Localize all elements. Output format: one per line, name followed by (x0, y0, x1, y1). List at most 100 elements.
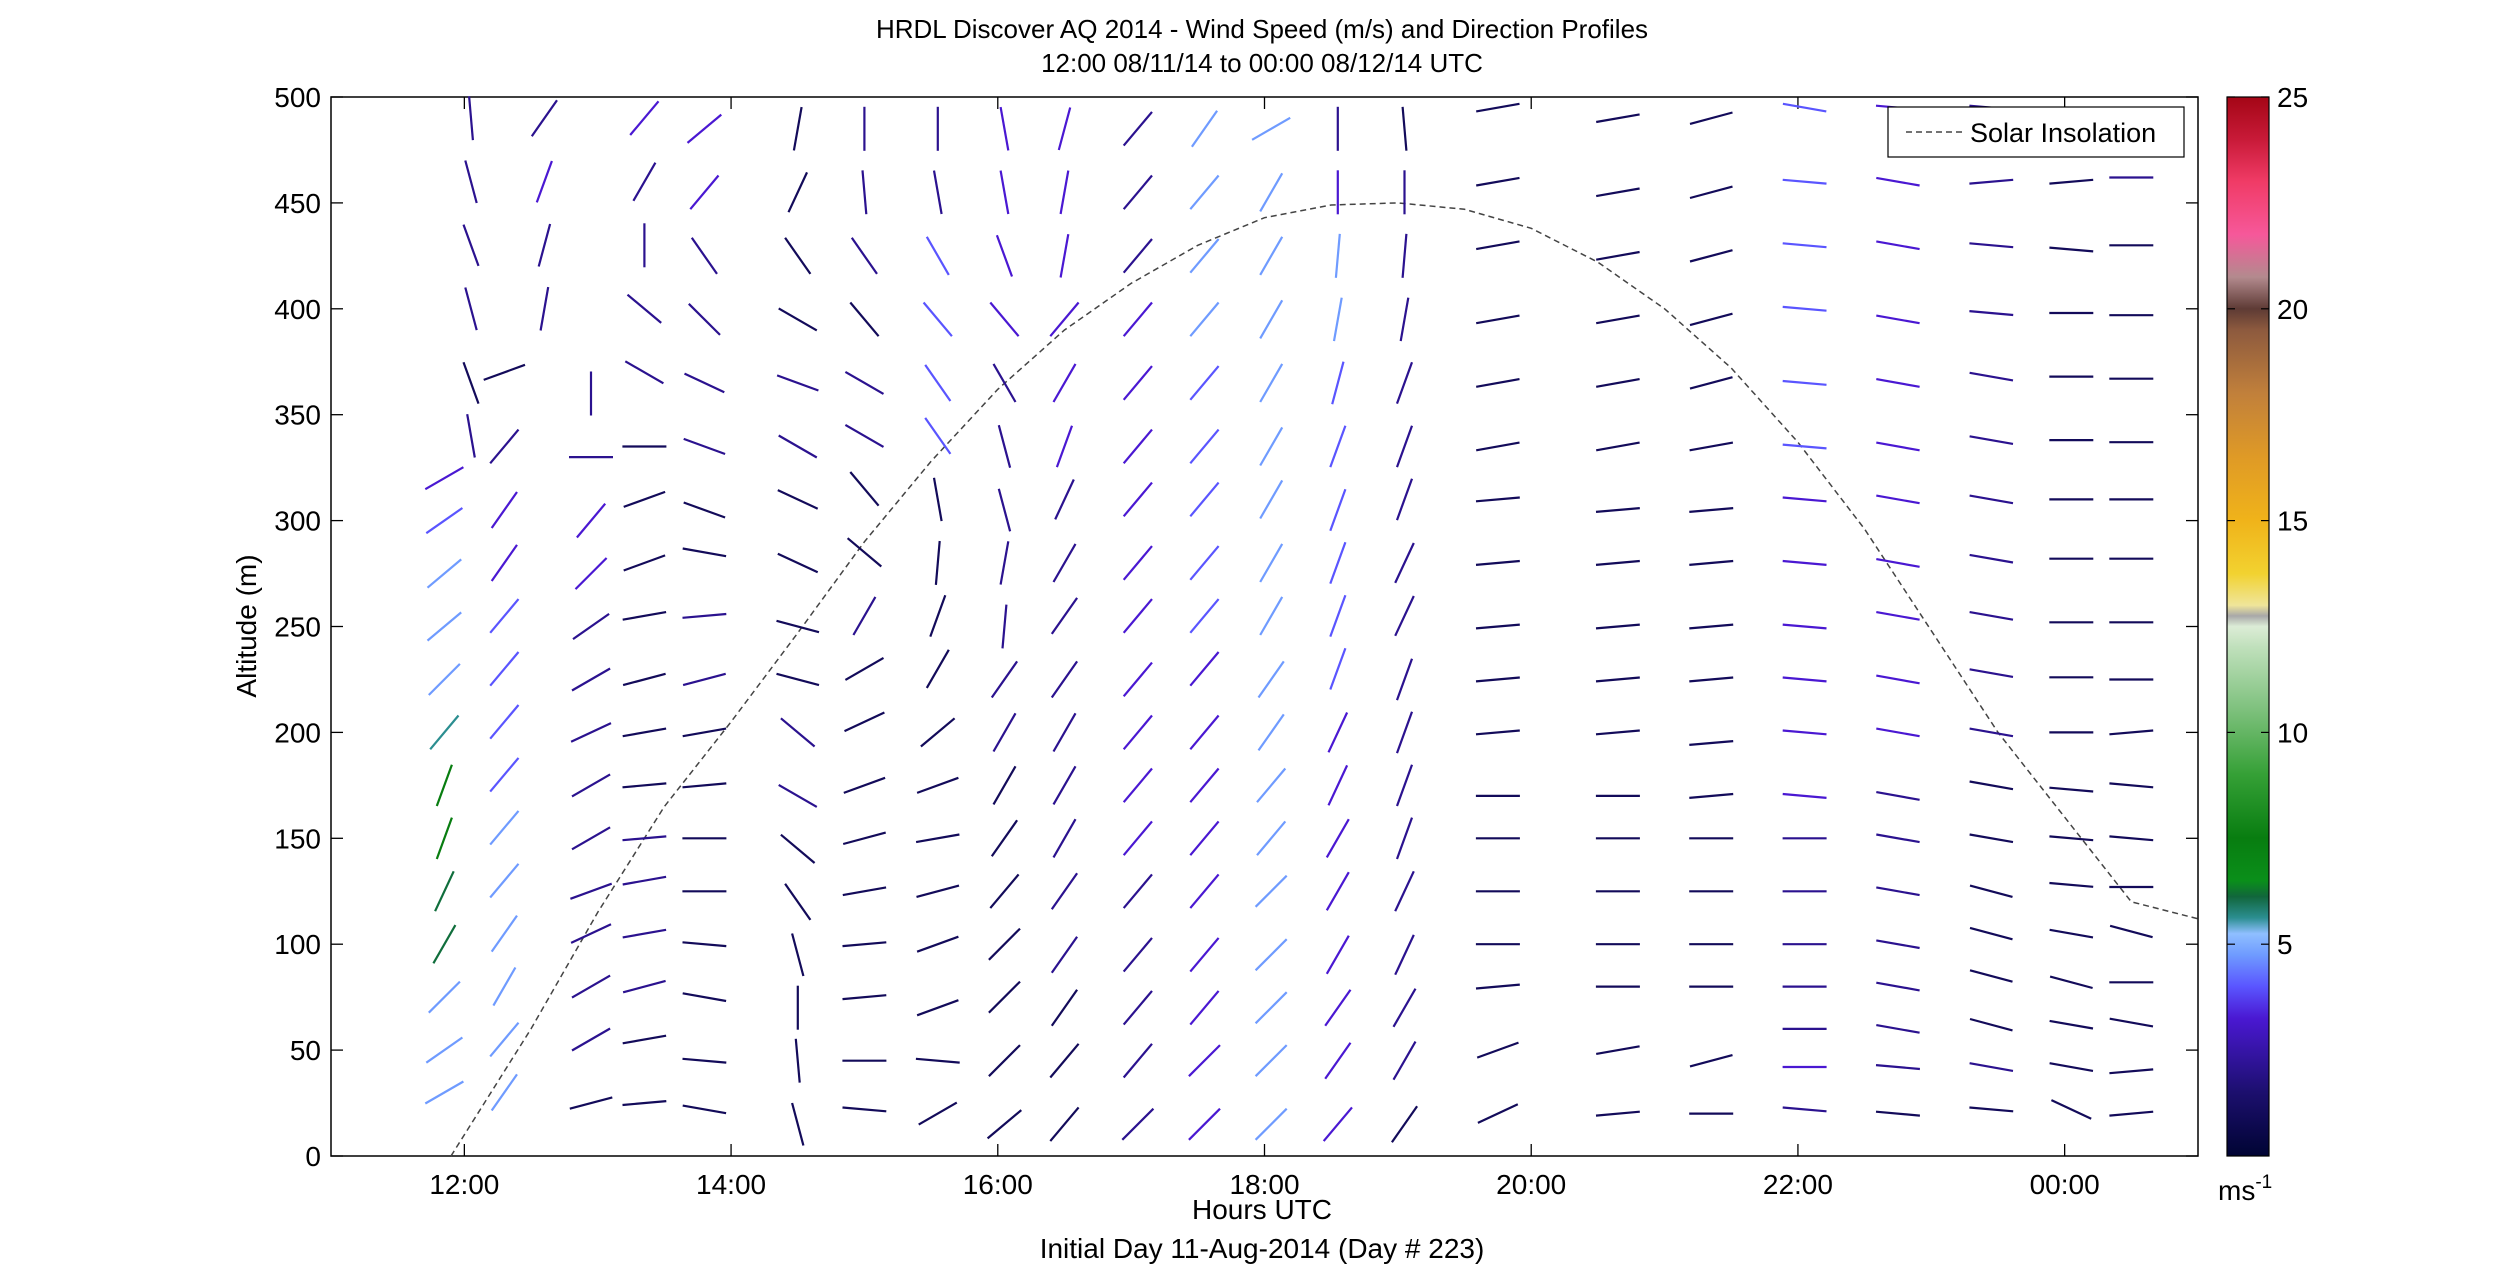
wind-vector (1254, 991, 1288, 1025)
y-tick-label: 200 (274, 717, 321, 748)
wind-vector (1394, 934, 1415, 976)
wind-vector (792, 106, 803, 151)
wind-vector (1050, 597, 1078, 635)
wind-vector (1595, 676, 1640, 683)
wind-vector (1122, 598, 1153, 634)
wind-vector (1001, 604, 1008, 649)
wind-vector (1876, 494, 1920, 505)
wind-vector (1394, 595, 1415, 637)
wind-vector (1189, 428, 1220, 465)
wind-vector (1876, 674, 1920, 685)
wind-vector (1050, 936, 1078, 974)
colorbar-unit-base: ms (2218, 1175, 2255, 1206)
wind-vector (622, 1100, 667, 1107)
wind-vector (1052, 363, 1077, 403)
wind-vector (1876, 833, 1920, 844)
wind-vector (1322, 1106, 1353, 1142)
wind-vector (1969, 884, 2013, 898)
wind-vector (622, 835, 667, 842)
wind-vector (1401, 106, 1408, 151)
wind-vector (988, 980, 1021, 1014)
wind-vector (918, 1101, 958, 1126)
wind-vector (784, 237, 812, 275)
wind-vector (1969, 969, 2013, 983)
wind-vector (535, 160, 553, 203)
x-tick-label: 00:00 (2030, 1169, 2100, 1200)
wind-vector (778, 783, 818, 808)
wind-vector (1189, 651, 1220, 687)
wind-vector (2049, 1019, 2094, 1030)
wind-vector (777, 552, 819, 574)
wind-vector (2109, 835, 2154, 842)
y-tick-label: 450 (274, 188, 321, 219)
wind-vector (435, 764, 453, 807)
wind-vector (1121, 1107, 1155, 1141)
wind-vector (922, 301, 953, 337)
wind-vector (622, 979, 666, 994)
wind-vector (1325, 818, 1350, 858)
wind-vector (2049, 835, 2094, 842)
wind-vector (1876, 240, 1920, 251)
wind-vector (1122, 238, 1153, 274)
wind-vector (932, 477, 943, 522)
wind-vector (1782, 676, 1827, 683)
wind-vector (1325, 935, 1350, 975)
wind-vector (1257, 713, 1285, 752)
y-tick-label: 500 (274, 82, 321, 113)
wind-vector (934, 540, 941, 585)
wind-vector (682, 941, 727, 948)
wind-vector (1969, 1062, 2014, 1072)
wind-vector (572, 612, 610, 641)
wind-vector (1050, 872, 1079, 910)
wind-vector (1190, 110, 1219, 148)
wind-vector (990, 819, 1018, 857)
wind-vector (1188, 1044, 1221, 1077)
wind-vector (489, 1021, 520, 1058)
wind-vector (1395, 764, 1414, 807)
wind-vector (794, 1038, 801, 1083)
wind-vector (490, 1073, 518, 1112)
wind-vector (1259, 363, 1284, 403)
wind-vector (999, 541, 1010, 585)
wind-vector (849, 301, 880, 337)
wind-vector (778, 434, 818, 459)
solar-insolation-curve (450, 202, 2199, 1157)
wind-vector (632, 162, 657, 202)
wind-vector (992, 363, 1017, 403)
wind-vector (844, 656, 885, 681)
wind-vector (570, 882, 613, 900)
wind-vector (1189, 937, 1220, 973)
wind-vector (1969, 435, 2014, 445)
wind-vector (1595, 1110, 1640, 1117)
wind-vector (490, 914, 518, 953)
chart-subtitle: 12:00 08/11/14 to 00:00 08/12/14 UTC (1041, 48, 1483, 78)
wind-vector (1331, 361, 1345, 405)
y-tick-label: 300 (274, 506, 321, 537)
wind-vector (464, 287, 478, 331)
wind-vector (992, 712, 1017, 753)
wind-vector (1254, 1107, 1288, 1141)
wind-vector (1596, 187, 1640, 198)
wind-vector (576, 502, 607, 539)
wind-vector (1122, 873, 1153, 909)
wind-vector (682, 727, 727, 738)
wind-vector (1395, 361, 1414, 404)
wind-vector (683, 501, 726, 519)
wind-vector (2109, 782, 2154, 789)
y-tick-label: 250 (274, 612, 321, 643)
wind-vector (988, 1044, 1021, 1077)
wind-vector (432, 924, 457, 964)
wind-vector (1969, 494, 2014, 505)
wind-vector (1327, 712, 1349, 753)
wind-vector (468, 96, 474, 141)
wind-vector (1689, 507, 1734, 513)
wind-vector (1782, 496, 1827, 503)
wind-vector (537, 223, 552, 267)
wind-vector (780, 717, 816, 748)
legend: Solar Insolation (1887, 106, 2185, 158)
wind-vector (689, 174, 720, 210)
wind-vector (571, 826, 611, 851)
wind-vector (778, 307, 818, 332)
wind-vector (1254, 938, 1288, 972)
